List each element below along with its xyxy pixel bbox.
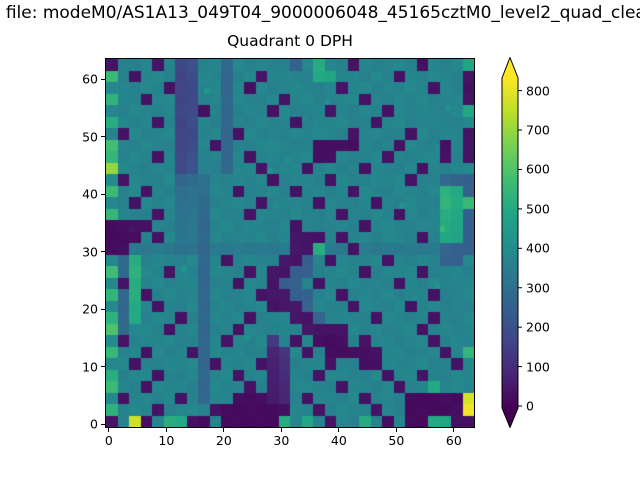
x-tick-label: 40 bbox=[330, 433, 347, 448]
colorbar bbox=[501, 57, 522, 428]
x-tick-mark bbox=[338, 428, 340, 432]
file-path-text: a file: modeM0/AS1A13_049T04_9000006048_… bbox=[0, 3, 640, 23]
colorbar-tick-label: 700 bbox=[526, 122, 550, 138]
colorbar-tick-label: 100 bbox=[526, 359, 550, 375]
colorbar-tick-label: 500 bbox=[526, 201, 550, 217]
x-tick-mark bbox=[453, 428, 455, 432]
y-tick-label: 30 bbox=[82, 244, 98, 260]
colorbar-gradient-bar bbox=[501, 57, 519, 428]
y-tick-mark bbox=[101, 366, 105, 368]
heatmap-canvas bbox=[106, 59, 474, 427]
x-tick-mark bbox=[165, 428, 167, 432]
plot-title: Quadrant 0 DPH bbox=[227, 32, 353, 50]
y-tick-mark bbox=[101, 193, 105, 195]
colorbar-tick-label: 0 bbox=[526, 398, 534, 414]
y-tick-mark bbox=[101, 423, 105, 425]
x-tick-label: 30 bbox=[273, 433, 290, 448]
y-tick-label: 10 bbox=[82, 359, 98, 375]
x-tick-mark bbox=[280, 428, 282, 432]
y-tick-label: 60 bbox=[82, 71, 98, 87]
x-tick-mark bbox=[108, 428, 110, 432]
y-tick-label: 0 bbox=[90, 416, 98, 432]
y-tick-mark bbox=[101, 308, 105, 310]
y-tick-label: 40 bbox=[82, 186, 98, 202]
colorbar-tick-label: 200 bbox=[526, 319, 550, 335]
x-tick-label: 60 bbox=[445, 433, 462, 448]
y-tick-label: 50 bbox=[82, 129, 98, 145]
colorbar-tick-label: 400 bbox=[526, 240, 550, 256]
y-tick-label: 20 bbox=[82, 301, 98, 317]
x-tick-label: 50 bbox=[388, 433, 405, 448]
x-tick-label: 20 bbox=[215, 433, 232, 448]
colorbar-tick-label: 300 bbox=[526, 280, 550, 296]
x-tick-label: 10 bbox=[158, 433, 175, 448]
colorbar-tick-label: 800 bbox=[526, 83, 550, 99]
y-tick-mark bbox=[101, 136, 105, 138]
heatmap-plot-area bbox=[105, 58, 475, 428]
y-tick-mark bbox=[101, 78, 105, 80]
x-tick-label: 0 bbox=[104, 433, 113, 448]
x-tick-mark bbox=[223, 428, 225, 432]
colorbar-tick-marks bbox=[518, 90, 522, 407]
x-tick-mark bbox=[395, 428, 397, 432]
colorbar-tick-label: 600 bbox=[526, 161, 550, 177]
y-tick-mark bbox=[101, 251, 105, 253]
